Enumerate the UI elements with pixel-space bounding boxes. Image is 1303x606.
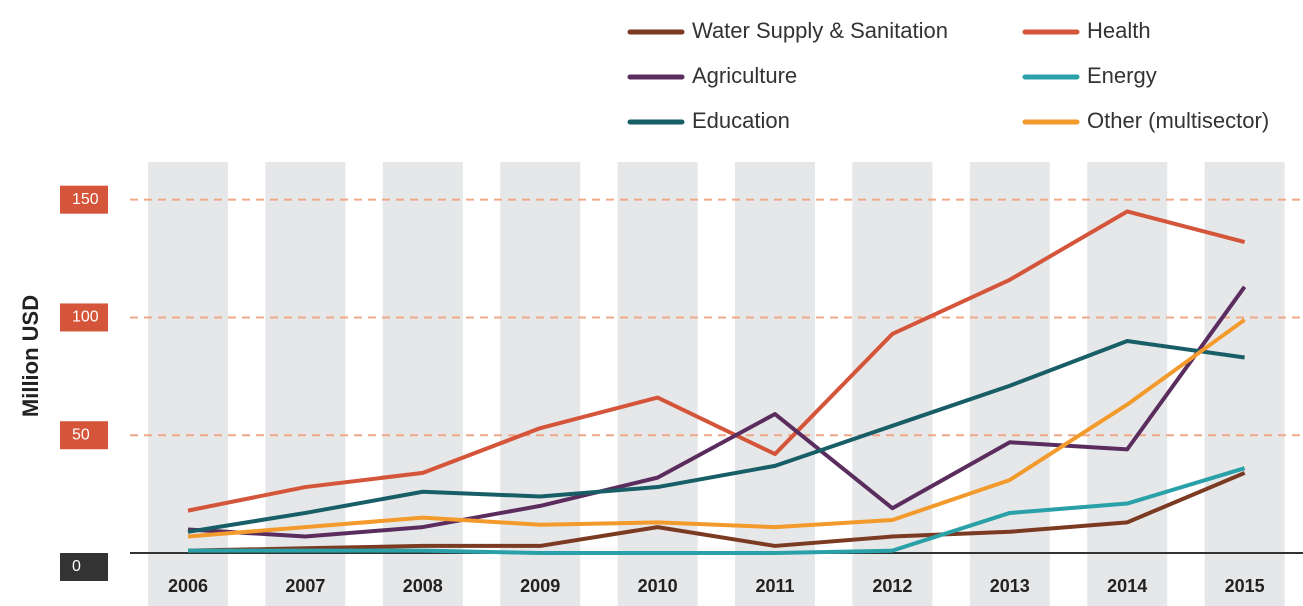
x-tick-label: 2014: [1107, 576, 1147, 596]
x-tick-label: 2011: [755, 576, 794, 596]
y-tick-box: [60, 421, 108, 450]
y-tick-label: 100: [72, 309, 99, 326]
column-band: [735, 162, 815, 606]
x-tick-label: 2012: [872, 576, 912, 596]
x-tick-label: 2015: [1225, 576, 1265, 596]
y-tick-label: 150: [72, 191, 99, 208]
x-tick-label: 2007: [285, 576, 325, 596]
y-tick-label: 0: [72, 558, 81, 575]
series-line: [187, 285, 1247, 539]
y-tick-box: [60, 553, 108, 581]
legend-label: Agriculture: [692, 63, 797, 88]
x-tick-label: 2010: [638, 576, 678, 596]
column-band: [500, 162, 581, 606]
series-line: [187, 471, 1246, 553]
column-band: [617, 162, 698, 606]
series-line: [187, 339, 1245, 534]
y-tick-label: 50: [72, 426, 90, 443]
column-band: [148, 162, 228, 606]
column-band: [382, 162, 463, 606]
legend-label: Water Supply & Sanitation: [692, 18, 948, 43]
legend-label: Energy: [1087, 63, 1157, 88]
x-tick-label: 2006: [168, 576, 208, 596]
y-axis-label: Million USD: [18, 295, 43, 417]
x-tick-label: 2009: [520, 576, 560, 596]
legend-label: Education: [692, 108, 790, 133]
series-line: [187, 209, 1246, 513]
legend-label: Other (multisector): [1087, 108, 1269, 133]
y-tick-box: [60, 185, 108, 214]
y-tick-box: [60, 303, 108, 332]
x-tick-label: 2008: [403, 576, 443, 596]
column-band: [1204, 162, 1285, 606]
legend-label: Health: [1087, 18, 1151, 43]
series-line: [187, 318, 1246, 539]
x-tick-label: 2013: [990, 576, 1030, 596]
series-line: [188, 466, 1246, 555]
column-band: [852, 162, 933, 606]
column-band: [265, 162, 346, 606]
